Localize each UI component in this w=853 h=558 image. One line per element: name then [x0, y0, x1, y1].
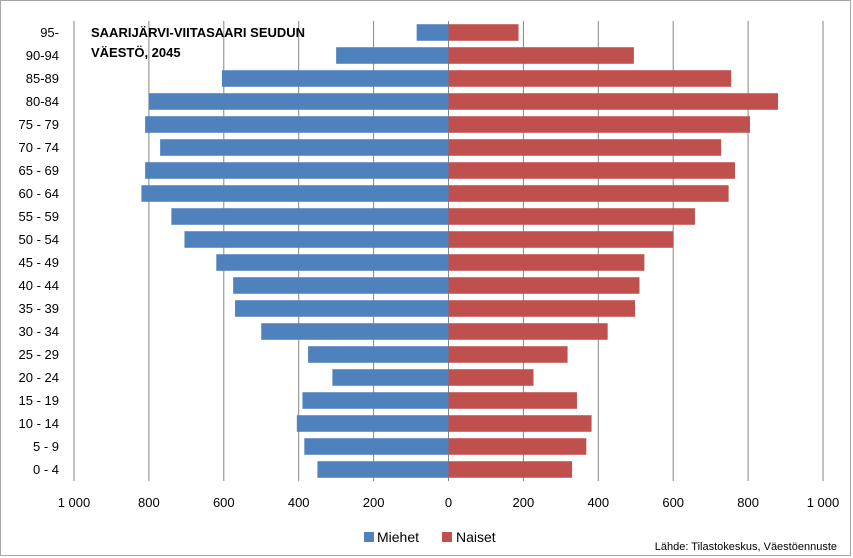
bar-naiset-15-19	[448, 392, 577, 409]
y-tick-label: 95-	[40, 25, 59, 40]
x-tick-label: 0	[445, 495, 452, 510]
bar-miehet-10-14	[296, 415, 449, 432]
bar-naiset-90-94	[448, 47, 634, 64]
y-tick-label: 25 - 29	[19, 347, 59, 362]
bar-naiset-75-79	[448, 116, 750, 133]
chart-title: SAARIJÄRVI-VIITASAARI SEUDUN VÄESTÖ, 204…	[91, 25, 305, 60]
bar-miehet-15-19	[302, 392, 449, 409]
x-tick-label: 200	[363, 495, 385, 510]
bar-naiset-20-24	[448, 369, 534, 386]
bar-naiset-45-49	[448, 254, 645, 271]
bar-naiset-5-9	[448, 438, 587, 455]
chart-title-line-1: SAARIJÄRVI-VIITASAARI SEUDUN	[91, 25, 305, 40]
bar-naiset-85-89	[448, 70, 732, 87]
bar-miehet-0-4	[317, 461, 449, 478]
bar-miehet-85-89	[221, 70, 449, 87]
bar-naiset-50-54	[448, 231, 674, 248]
y-tick-label: 85-89	[26, 71, 59, 86]
y-tick-label: 50 - 54	[19, 232, 59, 247]
y-tick-label: 65 - 69	[19, 163, 59, 178]
x-tick-label: 1 000	[807, 495, 840, 510]
y-tick-label: 35 - 39	[19, 301, 59, 316]
bar-miehet-50-54	[184, 231, 449, 248]
x-tick-label: 400	[587, 495, 609, 510]
bar-naiset-95-	[448, 24, 519, 41]
bar-miehet-40-44	[233, 277, 449, 294]
bar-miehet-55-59	[171, 208, 449, 225]
bar-miehet-5-9	[304, 438, 449, 455]
legend-label-miehet: Miehet	[377, 529, 419, 545]
y-tick-label: 70 - 74	[19, 140, 59, 155]
x-tick-label: 600	[213, 495, 235, 510]
bar-miehet-95-	[416, 24, 449, 41]
bars	[141, 24, 779, 478]
bar-naiset-65-69	[448, 162, 735, 179]
y-tick-label: 20 - 24	[19, 370, 59, 385]
x-tick-label: 200	[513, 495, 535, 510]
x-tick-label: 600	[662, 495, 684, 510]
bar-miehet-25-29	[308, 346, 449, 363]
bar-naiset-60-64	[448, 185, 729, 202]
y-tick-label: 30 - 34	[19, 324, 59, 339]
bar-naiset-40-44	[448, 277, 640, 294]
bar-naiset-70-74	[448, 139, 722, 156]
bar-miehet-35-39	[235, 300, 449, 317]
bar-miehet-20-24	[332, 369, 449, 386]
y-tick-label: 90-94	[26, 48, 59, 63]
bar-naiset-55-59	[448, 208, 695, 225]
y-tick-label: 55 - 59	[19, 209, 59, 224]
bar-miehet-90-94	[336, 47, 449, 64]
y-tick-label: 15 - 19	[19, 393, 59, 408]
legend-label-naiset: Naiset	[456, 529, 496, 545]
bar-naiset-80-84	[448, 93, 779, 110]
x-tick-label: 400	[288, 495, 310, 510]
y-tick-label: 45 - 49	[19, 255, 59, 270]
y-tick-label: 60 - 64	[19, 186, 59, 201]
grid-lines	[73, 21, 824, 481]
bar-naiset-25-29	[448, 346, 568, 363]
x-tick-label: 1 000	[58, 495, 91, 510]
bar-miehet-30-34	[261, 323, 449, 340]
y-tick-label: 40 - 44	[19, 278, 59, 293]
bar-miehet-65-69	[145, 162, 449, 179]
chart-title-line-2: VÄESTÖ, 2045	[91, 45, 181, 60]
source-note: Lähde: Tilastokeskus, Väestöennuste	[655, 541, 837, 553]
x-tick-label: 800	[737, 495, 759, 510]
y-tick-label: 80-84	[26, 94, 59, 109]
y-tick-label: 75 - 79	[19, 117, 59, 132]
y-tick-label: 10 - 14	[19, 416, 59, 431]
bar-miehet-80-84	[148, 93, 449, 110]
axis: 1 000 800 600 400 200 0 200 400 600 800 1 000 0 - 4…	[19, 25, 840, 510]
bar-miehet-45-49	[216, 254, 449, 271]
bar-miehet-70-74	[160, 139, 449, 156]
legend-swatch-naiset	[442, 532, 452, 542]
bar-miehet-60-64	[141, 185, 449, 202]
bar-naiset-30-34	[448, 323, 608, 340]
x-tick-label: 800	[138, 495, 160, 510]
y-tick-label: 0 - 4	[33, 462, 59, 477]
bar-naiset-10-14	[448, 415, 592, 432]
y-tick-label: 5 - 9	[33, 439, 59, 454]
legend: Miehet Naiset	[364, 529, 496, 545]
bar-naiset-0-4	[448, 461, 573, 478]
bar-miehet-75-79	[145, 116, 449, 133]
bar-naiset-35-39	[448, 300, 636, 317]
legend-swatch-miehet	[364, 532, 374, 542]
